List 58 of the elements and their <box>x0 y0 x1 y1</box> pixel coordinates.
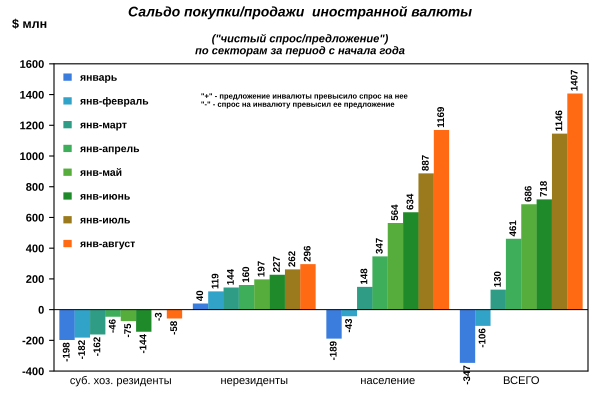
chart-subtitle: ("чистый спрос/предложение") по секторам за период с начала года <box>195 34 405 57</box>
data-label: 1169 <box>437 107 444 128</box>
legend-label: январь <box>80 75 117 83</box>
data-label: 461 <box>509 220 516 236</box>
data-label: 347 <box>376 238 383 254</box>
y-tick-label: -400 <box>22 367 44 376</box>
legend-label: янв-май <box>80 168 122 176</box>
y-tick-label: 800 <box>26 183 44 191</box>
data-label: -75 <box>124 324 132 338</box>
x-tick-label: нерезиденты <box>221 378 288 386</box>
data-label: -144 <box>140 334 146 354</box>
y-tick-label: -200 <box>22 336 44 344</box>
legend-label: янв-август <box>80 242 135 250</box>
data-label: -46 <box>108 319 116 333</box>
data-label: 227 <box>273 256 280 272</box>
data-label: 144 <box>227 269 234 285</box>
data-label: 148 <box>360 268 368 284</box>
y-tick-label: 200 <box>26 275 44 284</box>
chart-title: Сальдо покупки/продажи иностранной валюты <box>128 6 472 20</box>
data-label: -189 <box>330 341 337 360</box>
x-tick-label: суб. хоз. резиденты <box>70 376 171 386</box>
y-tick-label: 1400 <box>20 90 44 99</box>
data-label: -58 <box>170 321 178 335</box>
data-label: 634 <box>406 194 414 210</box>
data-label: 887 <box>422 155 429 171</box>
data-label: -162 <box>93 337 100 356</box>
data-label: 1146 <box>555 110 562 131</box>
data-label: 1407 <box>570 70 578 91</box>
y-tick-label: 1200 <box>20 122 44 130</box>
data-label: -347 <box>463 366 470 384</box>
legend-label: янв-апрель <box>80 146 140 154</box>
data-label: -106 <box>478 328 486 348</box>
y-tick-label: 0 <box>38 306 44 314</box>
data-label: 40 <box>196 290 204 302</box>
legend-label: янв-июль <box>80 218 130 224</box>
y-tick-label: 1600 <box>20 60 44 68</box>
data-label: -198 <box>62 342 70 362</box>
y-tick-label: 1000 <box>20 152 44 160</box>
data-label: 130 <box>494 272 501 287</box>
x-tick-label: ВСЕГО <box>504 376 539 384</box>
data-label: 718 <box>540 181 547 197</box>
data-label: 160 <box>242 266 250 282</box>
data-label: 296 <box>304 246 311 262</box>
data-label: -182 <box>78 340 85 359</box>
legend-label: янв-июнь <box>80 194 130 200</box>
legend-label: янв-февраль <box>80 96 148 107</box>
data-label: 119 <box>212 274 218 288</box>
data-label: -3 <box>154 312 162 321</box>
data-label: 686 <box>524 186 532 202</box>
data-label: -43 <box>345 318 352 332</box>
x-tick-label: население <box>361 378 415 384</box>
y-tick-label: 600 <box>26 214 44 222</box>
data-label: 564 <box>391 204 398 220</box>
y-axis-title: $ млн <box>12 18 46 29</box>
data-label: 197 <box>258 261 265 276</box>
y-tick-label: 400 <box>26 244 44 252</box>
data-label: 262 <box>288 251 296 267</box>
legend-label: янв-март <box>80 122 127 130</box>
